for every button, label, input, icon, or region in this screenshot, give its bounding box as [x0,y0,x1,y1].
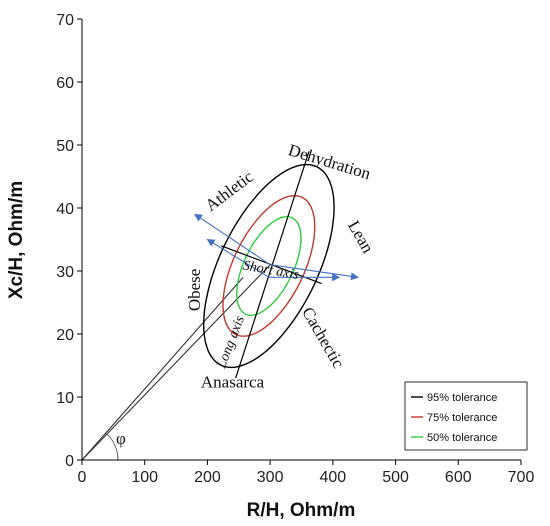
y-tick-label: 70 [56,12,74,29]
region-label: Athletic [202,167,258,215]
angle-label: φ [116,429,126,448]
region-label: Lean [344,217,378,256]
y-tick-label: 0 [65,453,74,470]
tolerance-ellipse [236,215,302,317]
axes [81,19,521,461]
y-tick-label: 20 [56,327,74,344]
impedance-vector [81,276,244,461]
legend-entry: 95% tolerance [427,392,497,404]
x-tick-label: 400 [320,469,347,486]
angle-arc [106,433,119,461]
region-label: Cachectic [298,304,348,372]
impedance-vector [81,264,271,461]
tolerance-ellipse [222,194,316,337]
x-tick-label: 500 [382,469,409,486]
axis-name-label: Short axis [242,258,301,283]
tolerance-ellipse [202,163,335,369]
x-tick-label: 300 [257,469,284,486]
axis-name-label: Long axis [214,313,248,371]
x-tick-label: 700 [508,469,535,486]
direction-arrow [206,238,270,278]
annotations: Dehydration Athletic Lean Obese Cachectic Ana… [185,140,378,391]
x-tick-label: 0 [78,469,87,486]
plot-area [81,151,359,461]
x-axis-title: R/H, Ohm/m [247,500,356,521]
y-tick-label: 60 [56,75,74,92]
y-axis-title: Xc/H, Ohm/m [6,181,27,299]
x-tick-label: 600 [445,469,472,486]
region-label: Dehydration [286,140,373,183]
legend-entry: 75% tolerance [427,412,497,424]
y-tick-label: 30 [56,264,74,281]
y-tick-label: 40 [56,201,74,218]
direction-arrow [194,213,271,266]
legend-box [404,381,528,451]
tick-labels: 0 100 200 300 400 500 600 700 0 10 20 30 40 50 60 70 [56,12,534,486]
region-label: Anasarca [201,373,265,392]
y-tick-label: 50 [56,138,74,155]
legend: 95% tolerance 75% tolerance 50% tolerance [404,381,528,451]
legend-entry: 50% tolerance [427,432,497,444]
y-tick-label: 10 [56,390,74,407]
x-tick-label: 200 [194,469,221,486]
direction-arrow [270,264,359,281]
region-label: Obese [185,269,204,311]
x-tick-label: 100 [131,469,158,486]
